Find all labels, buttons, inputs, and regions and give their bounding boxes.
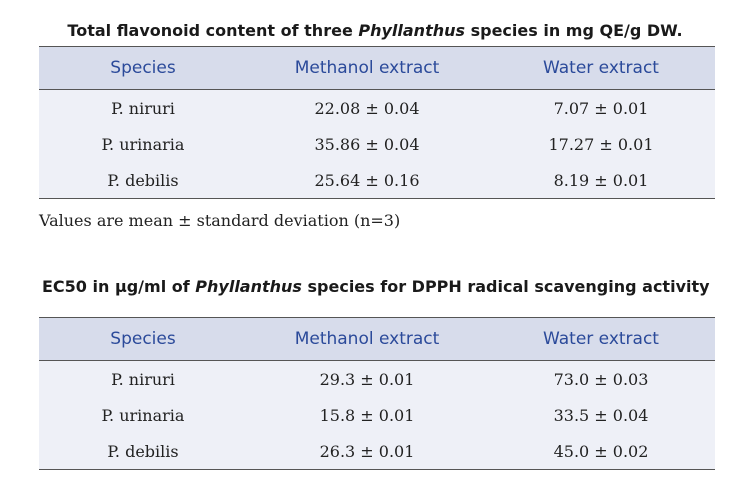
cell-species: P. niruri (39, 89, 247, 126)
cell-species: P. debilis (39, 433, 247, 470)
header-water: Water extract (487, 46, 715, 90)
cell-water: 73.0 ± 0.03 (487, 360, 715, 397)
table-row: P. debilis 26.3 ± 0.01 45.0 ± 0.02 (39, 433, 715, 470)
cell-methanol: 25.64 ± 0.16 (247, 162, 487, 199)
table2-title: EC50 in µg/ml of Phyllanthus species for… (42, 277, 742, 296)
cell-water: 33.5 ± 0.04 (487, 397, 715, 433)
table-row: P. urinaria 35.86 ± 0.04 17.27 ± 0.01 (39, 126, 715, 162)
table-row: P. niruri 22.08 ± 0.04 7.07 ± 0.01 (39, 89, 715, 126)
table-header-row: Species Methanol extract Water extract (39, 46, 715, 90)
table-row: P. urinaria 15.8 ± 0.01 33.5 ± 0.04 (39, 397, 715, 433)
header-methanol: Methanol extract (247, 46, 487, 90)
table1-title-part: species in mg QE/g DW. (465, 21, 683, 40)
cell-water: 45.0 ± 0.02 (487, 433, 715, 470)
header-methanol: Methanol extract (247, 317, 487, 361)
cell-methanol: 26.3 ± 0.01 (247, 433, 487, 470)
table2-title-part: species for DPPH radical scavenging acti… (301, 277, 710, 296)
cell-water: 7.07 ± 0.01 (487, 89, 715, 126)
cell-methanol: 35.86 ± 0.04 (247, 126, 487, 162)
cell-water: 8.19 ± 0.01 (487, 162, 715, 199)
cell-methanol: 15.8 ± 0.01 (247, 397, 487, 433)
cell-species: P. urinaria (39, 126, 247, 162)
header-water: Water extract (487, 317, 715, 361)
table2-title-genus: Phyllanthus (195, 277, 302, 296)
table-header-row: Species Methanol extract Water extract (39, 317, 715, 361)
header-species: Species (39, 46, 247, 90)
cell-water: 17.27 ± 0.01 (487, 126, 715, 162)
cell-methanol: 22.08 ± 0.04 (247, 89, 487, 126)
table1-title-part: Total flavonoid content of three (67, 21, 359, 40)
table-row: P. debilis 25.64 ± 0.16 8.19 ± 0.01 (39, 162, 715, 199)
header-species: Species (39, 317, 247, 361)
cell-species: P. niruri (39, 360, 247, 397)
cell-methanol: 29.3 ± 0.01 (247, 360, 487, 397)
flavonoid-table: Species Methanol extract Water extract P… (39, 46, 715, 199)
table1-title: Total flavonoid content of three Phyllan… (0, 21, 750, 40)
cell-species: P. urinaria (39, 397, 247, 433)
table2-title-part: EC50 in µg/ml of (42, 277, 196, 296)
table-row: P. niruri 29.3 ± 0.01 73.0 ± 0.03 (39, 360, 715, 397)
ec50-table: Species Methanol extract Water extract P… (39, 317, 715, 470)
table1-footnote: Values are mean ± standard deviation (n=… (39, 211, 401, 230)
table1-title-genus: Phyllanthus (358, 21, 466, 40)
cell-species: P. debilis (39, 162, 247, 199)
